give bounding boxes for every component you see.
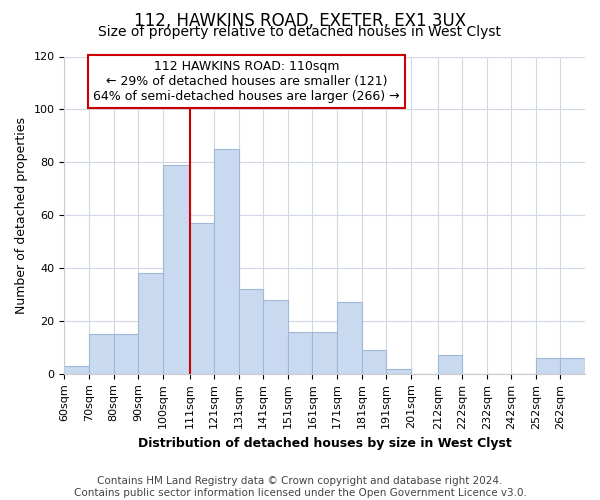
- Text: Size of property relative to detached houses in West Clyst: Size of property relative to detached ho…: [98, 25, 502, 39]
- Bar: [163, 165, 190, 374]
- Text: 112 HAWKINS ROAD: 110sqm
← 29% of detached houses are smaller (121)
64% of semi-: 112 HAWKINS ROAD: 110sqm ← 29% of detach…: [93, 60, 400, 102]
- Bar: [437, 356, 462, 374]
- Bar: [263, 300, 288, 374]
- Bar: [560, 358, 585, 374]
- Text: 112, HAWKINS ROAD, EXETER, EX1 3UX: 112, HAWKINS ROAD, EXETER, EX1 3UX: [134, 12, 466, 30]
- Bar: [64, 366, 89, 374]
- Y-axis label: Number of detached properties: Number of detached properties: [15, 116, 28, 314]
- Bar: [214, 149, 239, 374]
- X-axis label: Distribution of detached houses by size in West Clyst: Distribution of detached houses by size …: [138, 437, 512, 450]
- Bar: [138, 274, 163, 374]
- Bar: [536, 358, 560, 374]
- Bar: [313, 332, 337, 374]
- Bar: [89, 334, 113, 374]
- Bar: [362, 350, 386, 374]
- Bar: [113, 334, 138, 374]
- Bar: [288, 332, 313, 374]
- Bar: [239, 289, 263, 374]
- Bar: [337, 302, 362, 374]
- Bar: [190, 223, 214, 374]
- Bar: [386, 368, 410, 374]
- Text: Contains HM Land Registry data © Crown copyright and database right 2024.
Contai: Contains HM Land Registry data © Crown c…: [74, 476, 526, 498]
